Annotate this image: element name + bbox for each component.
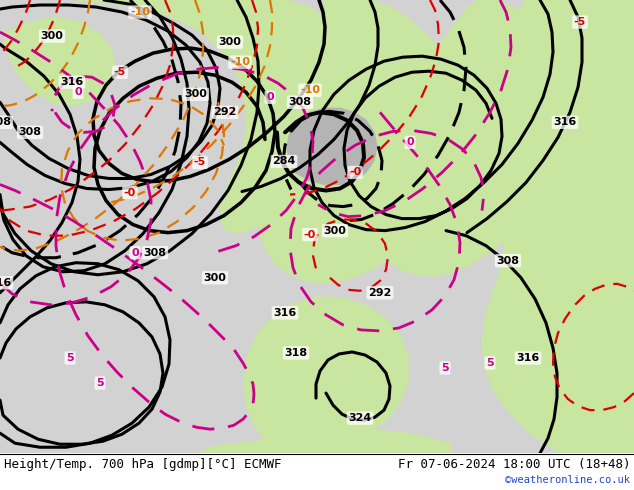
Text: -5: -5 — [574, 17, 586, 27]
Text: 316: 316 — [0, 278, 11, 288]
Text: 292: 292 — [368, 288, 392, 298]
Text: -10: -10 — [130, 7, 150, 17]
Polygon shape — [244, 297, 408, 453]
Text: 318: 318 — [285, 348, 307, 358]
Text: -0: -0 — [349, 168, 361, 177]
Text: -5: -5 — [194, 157, 206, 168]
Text: 324: 324 — [348, 413, 372, 423]
Text: 308: 308 — [18, 127, 41, 137]
Text: 5: 5 — [66, 353, 74, 363]
Text: ©weatheronline.co.uk: ©weatheronline.co.uk — [505, 475, 630, 485]
Text: 284: 284 — [273, 156, 295, 167]
Polygon shape — [287, 108, 377, 185]
Text: 300: 300 — [204, 273, 226, 283]
Polygon shape — [265, 0, 413, 207]
Polygon shape — [5, 17, 115, 105]
Text: Height/Temp. 700 hPa [gdmp][°C] ECMWF: Height/Temp. 700 hPa [gdmp][°C] ECMWF — [4, 458, 281, 471]
Text: 300: 300 — [323, 225, 346, 236]
Polygon shape — [368, 0, 570, 276]
Text: 308: 308 — [288, 98, 311, 107]
Polygon shape — [560, 0, 634, 453]
Text: 0: 0 — [406, 137, 414, 147]
Text: -10: -10 — [300, 85, 320, 95]
Text: 316: 316 — [60, 77, 84, 87]
Text: -5: -5 — [114, 67, 126, 77]
Text: 0: 0 — [131, 248, 139, 258]
Polygon shape — [200, 429, 450, 453]
Polygon shape — [482, 0, 634, 453]
Text: Fr 07-06-2024 18:00 UTC (18+48): Fr 07-06-2024 18:00 UTC (18+48) — [398, 458, 630, 471]
Text: 316: 316 — [273, 308, 297, 318]
Text: 308: 308 — [496, 256, 519, 266]
Text: -10: -10 — [230, 57, 250, 67]
Text: 300: 300 — [219, 37, 242, 47]
Text: 308: 308 — [143, 248, 167, 258]
Text: 308: 308 — [0, 117, 11, 127]
Text: 300: 300 — [41, 31, 63, 41]
Text: 5: 5 — [441, 363, 449, 373]
Text: -0: -0 — [124, 188, 136, 197]
Text: 5: 5 — [96, 378, 104, 388]
Polygon shape — [75, 0, 357, 233]
Text: 292: 292 — [213, 107, 236, 117]
Polygon shape — [311, 111, 350, 147]
Text: 300: 300 — [184, 89, 207, 99]
Text: 316: 316 — [553, 117, 577, 127]
Text: 0: 0 — [266, 92, 274, 102]
Text: 0: 0 — [74, 87, 82, 97]
Polygon shape — [257, 0, 464, 283]
Text: 5: 5 — [486, 358, 494, 368]
Text: 316: 316 — [516, 353, 540, 363]
Text: -0: -0 — [304, 230, 316, 240]
